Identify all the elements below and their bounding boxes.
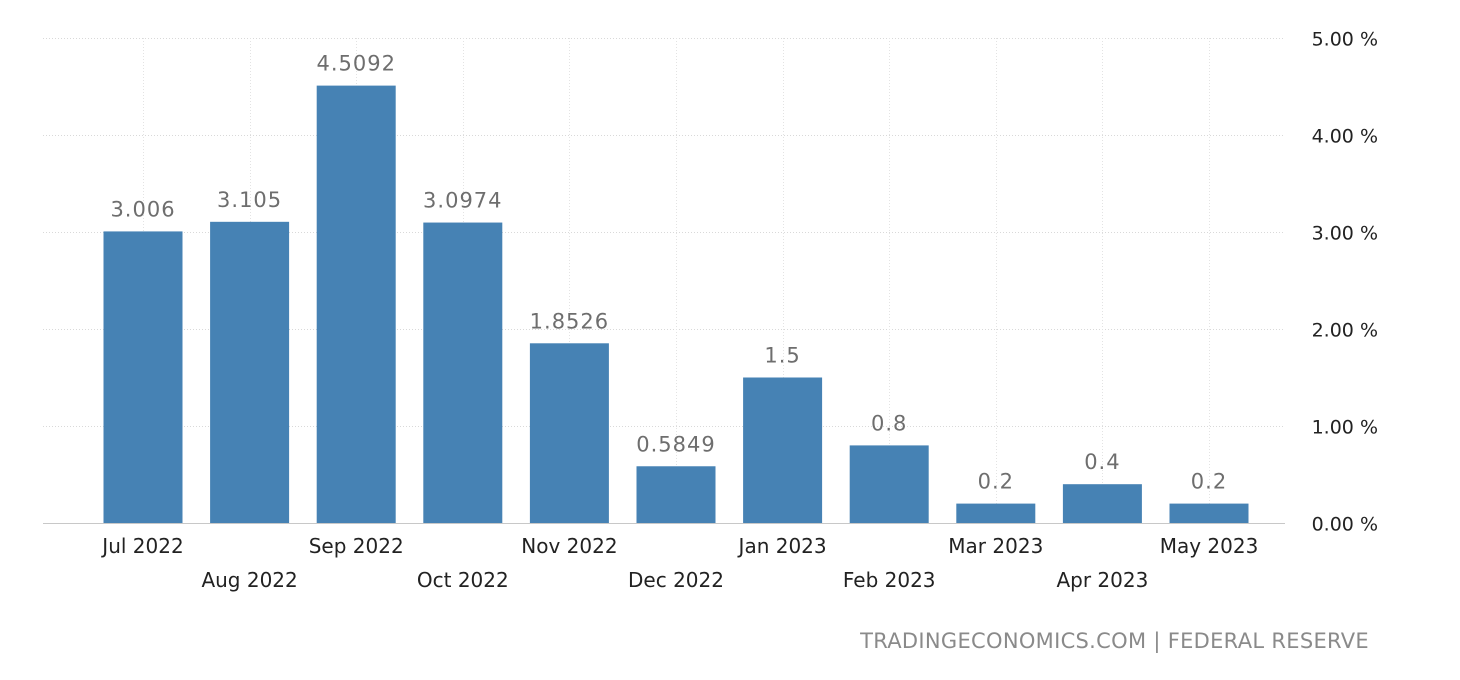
data-label: 0.2: [978, 470, 1014, 494]
x-tick-label: Aug 2022: [201, 568, 297, 592]
data-label: 1.5: [764, 344, 800, 368]
bar: [956, 503, 1036, 523]
bar: [423, 222, 503, 524]
data-label: 3.105: [217, 188, 282, 212]
y-tick-label: 5.00 %: [1312, 29, 1378, 51]
bar: [636, 466, 716, 523]
data-label: 0.5849: [636, 432, 715, 456]
bar: [1062, 484, 1142, 523]
y-axis-ticks: 0.00 % 1.00 % 2.00 % 3.00 % 4.00 % 5.00 %: [1312, 29, 1378, 536]
y-tick-label: 2.00 %: [1312, 320, 1378, 342]
x-tick-label: May 2023: [1160, 534, 1259, 558]
x-tick-label: Apr 2023: [1056, 568, 1148, 592]
data-label: 1.8526: [530, 309, 609, 333]
bars: [103, 85, 1249, 524]
x-tick-label: Dec 2022: [628, 568, 724, 592]
x-tick-label: Mar 2023: [948, 534, 1043, 558]
source-credit: TRADINGECONOMICS.COM | FEDERAL RESERVE: [860, 629, 1369, 653]
data-labels: 3.006 3.105 4.5092 3.0974 1.8526 0.5849 1.5 0.8…: [110, 52, 1227, 494]
y-tick-label: 3.00 %: [1312, 223, 1378, 245]
bar: [210, 221, 290, 523]
bar: [743, 377, 823, 523]
data-label: 3.006: [110, 197, 175, 221]
bar: [849, 445, 929, 523]
x-tick-label: Jan 2023: [737, 534, 827, 558]
y-tick-label: 1.00 %: [1312, 417, 1378, 439]
y-tick-label: 0.00 %: [1312, 514, 1378, 536]
x-tick-label: Nov 2022: [521, 534, 617, 558]
data-label: 0.4: [1084, 450, 1120, 474]
x-tick-label: Oct 2022: [417, 568, 509, 592]
x-tick-label: Jul 2022: [100, 534, 183, 558]
bar: [529, 343, 609, 523]
x-axis-ticks: Jul 2022 Aug 2022 Sep 2022 Oct 2022 Nov 2022…: [100, 534, 1258, 592]
x-tick-label: Feb 2023: [843, 568, 936, 592]
y-tick-label: 4.00 %: [1312, 126, 1378, 148]
data-label: 4.5092: [316, 52, 395, 76]
data-label: 3.0974: [423, 189, 502, 213]
x-tick-label: Sep 2022: [309, 534, 404, 558]
bar: [316, 85, 396, 523]
data-label: 0.2: [1191, 470, 1227, 494]
bar: [1169, 503, 1249, 523]
data-label: 0.8: [871, 411, 907, 435]
bar: [103, 231, 183, 523]
